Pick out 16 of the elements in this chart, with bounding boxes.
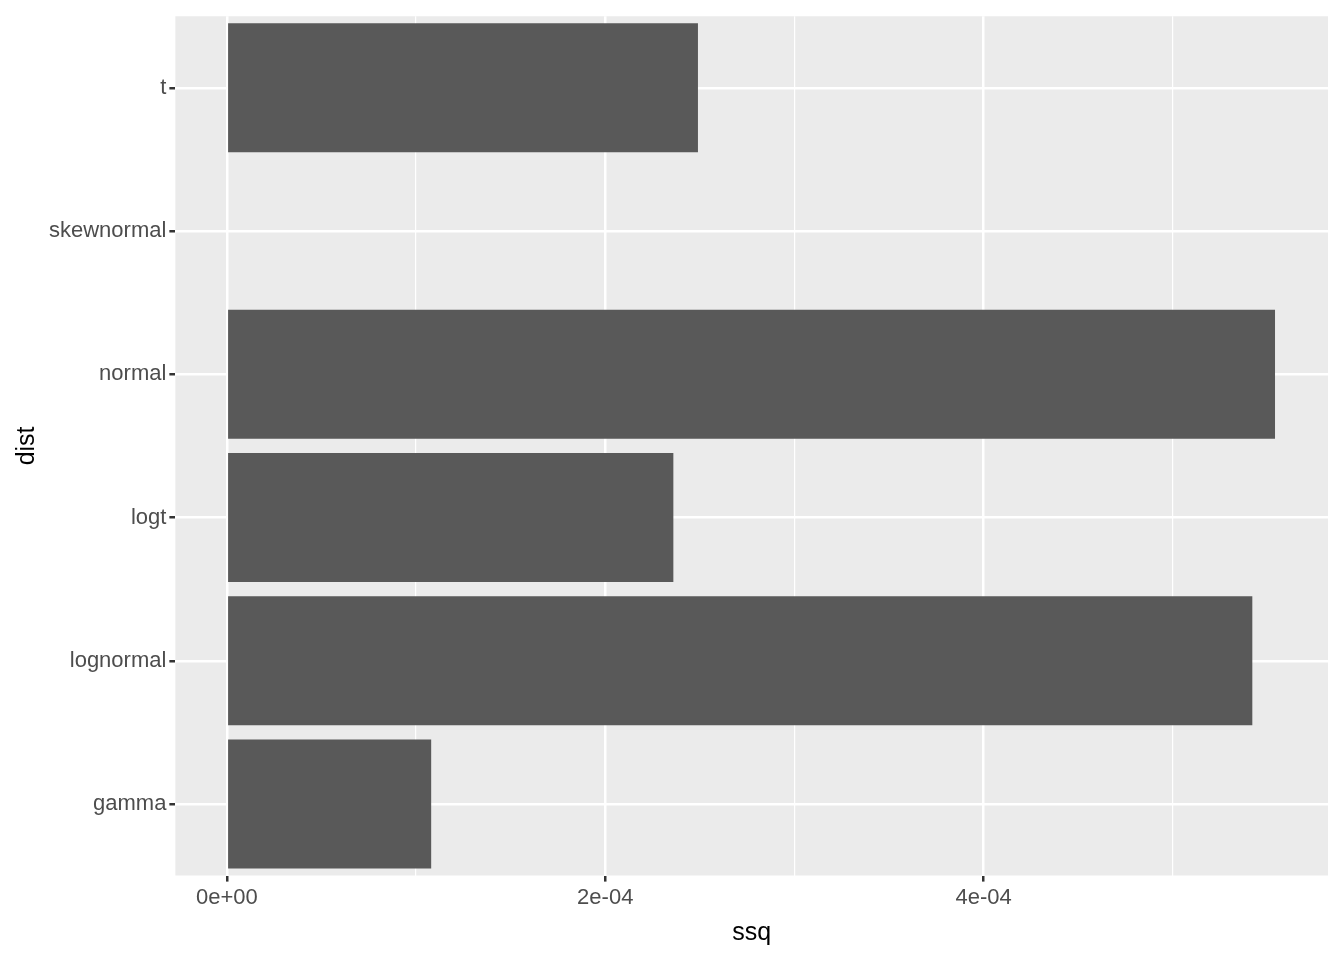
y-tick-label: lognormal: [69, 646, 167, 672]
x-tick-label: 4e-04: [955, 883, 1012, 909]
x-axis-title: ssq: [732, 916, 772, 945]
bar: [228, 739, 432, 869]
x-tick-label: 2e-04: [577, 883, 634, 909]
y-axis-title: dist: [10, 426, 39, 466]
bar: [228, 309, 1276, 439]
x-tick-label: 0e+00: [195, 883, 258, 909]
y-tick-label: skewnormal: [48, 217, 167, 243]
y-tick-label: normal: [99, 360, 167, 386]
y-tick-label: logt: [130, 503, 167, 529]
bar: [228, 596, 1253, 726]
y-tick-label: t: [160, 73, 167, 99]
bar: [228, 23, 698, 153]
y-tick-label: gamma: [93, 790, 168, 816]
bar: [228, 453, 674, 582]
